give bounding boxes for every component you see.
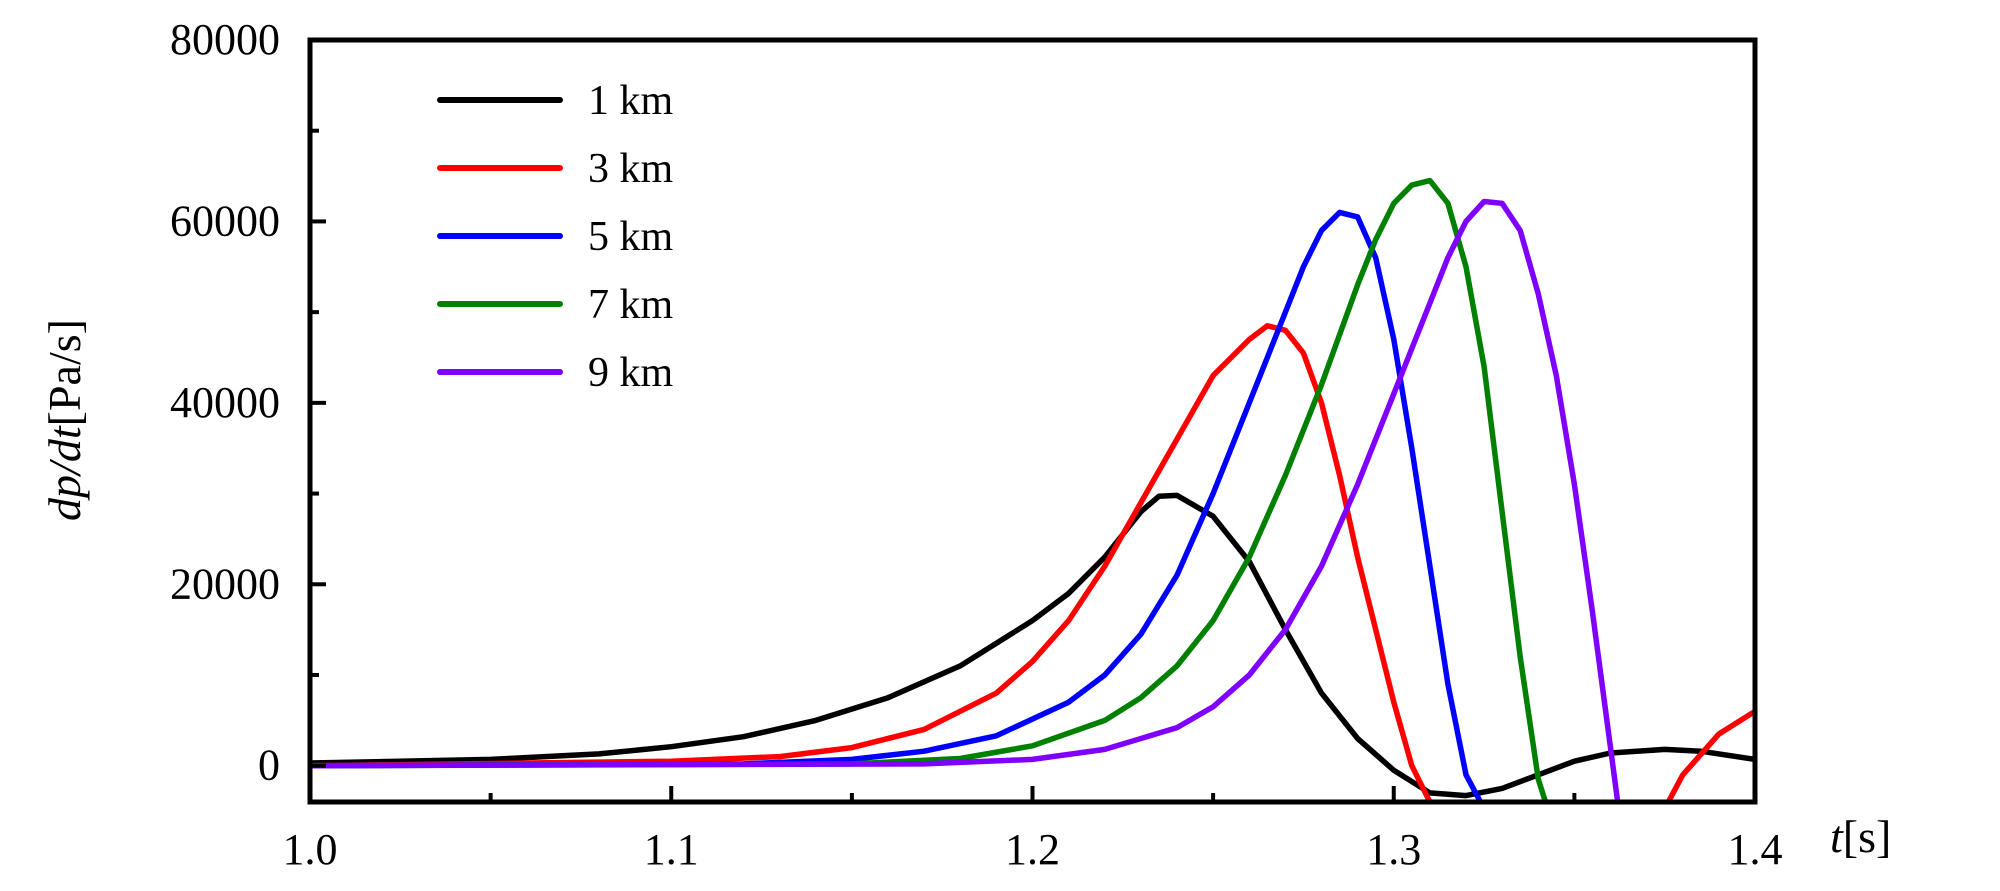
x-tick-labels: 1.0 1.1 1.2 1.3 1.4 (283, 825, 1783, 874)
x-tick-label: 1.4 (1728, 825, 1783, 874)
series-line-7-km (310, 177, 1549, 802)
legend-item-9-km: 9 km (437, 350, 674, 396)
legend-label: 5 km (588, 214, 674, 260)
y-tick-label: 0 (258, 741, 280, 790)
series-line-1-km (310, 492, 1755, 799)
y-tick-label: 40000 (170, 378, 280, 427)
y-tick-label: 20000 (170, 559, 280, 608)
legend-item-5-km: 5 km (437, 214, 674, 260)
y-axis-variable: dp/dt (39, 425, 90, 521)
series-line-3-km (310, 323, 1433, 802)
x-axis-variable: t (1830, 811, 1844, 862)
x-tick-label: 1.1 (644, 825, 699, 874)
y-axis-unit: [Pa/s] (39, 319, 90, 426)
legend-item-1-km: 1 km (437, 78, 674, 124)
y-axis-label: dp/dt[Pa/s] (39, 319, 90, 521)
legend-label: 9 km (588, 350, 674, 396)
legend-label: 7 km (588, 282, 674, 328)
x-tick-label: 1.2 (1005, 825, 1060, 874)
series-line-3-km-tail (1665, 708, 1755, 802)
y-tick-label: 80000 (170, 15, 280, 64)
y-tick-labels: 0 20000 40000 60000 80000 (170, 15, 280, 790)
series-line-9-km (310, 198, 1621, 802)
legend-label: 3 km (588, 146, 674, 192)
series-layer (310, 177, 1755, 802)
plot-frame (307, 37, 1758, 805)
ticks-layer (308, 38, 1757, 802)
x-tick-label: 1.3 (1366, 825, 1421, 874)
legend-item-3-km: 3 km (437, 146, 674, 192)
x-axis-label: t[s] (1830, 811, 1891, 862)
legend-item-7-km: 7 km (437, 282, 674, 328)
x-axis-unit: [s] (1843, 811, 1892, 862)
x-tick-label: 1.0 (283, 825, 338, 874)
legend-label: 1 km (588, 78, 674, 124)
legend: 1 km 3 km 5 km 7 km 9 km (437, 78, 674, 396)
y-tick-label: 60000 (170, 196, 280, 245)
series-line-5-km (310, 209, 1484, 802)
